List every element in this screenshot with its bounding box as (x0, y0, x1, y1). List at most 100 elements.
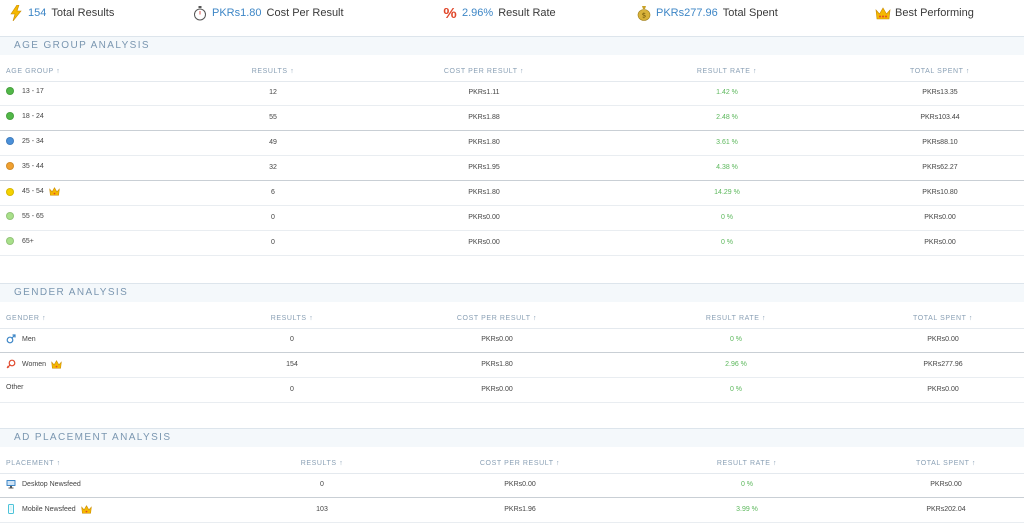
stat-total-spent: $ PKRs277.96 Total Spent (636, 0, 778, 26)
age-col-cost[interactable]: COST PER RESULT ↑ (443, 68, 525, 75)
gender-col-rate[interactable]: RESULT RATE ↑ (705, 315, 767, 322)
gender-col-results[interactable]: RESULTS ↑ (270, 315, 314, 322)
placement-row-label-cell: Mobile Newsfeed (6, 504, 92, 514)
gender-cell-rate: 0 % (729, 336, 743, 343)
age-cell-spent: PKRs0.00 (924, 239, 956, 246)
placement-table-header: PLACEMENT ↑ RESULTS ↑ COST PER RESULT ↑ … (0, 452, 1024, 474)
age-cell-results: 55 (269, 114, 277, 121)
placement-cell-spent: PKRs0.00 (930, 481, 962, 488)
gender-cell-cost: PKRs0.00 (481, 336, 513, 343)
gender-col-gender[interactable]: GENDER ↑ (6, 315, 47, 322)
gender-row-label: Men (22, 335, 36, 343)
table-row[interactable]: 18 - 24 55 PKRs1.88 2.48 % PKRs103.44 (0, 106, 1024, 131)
age-cell-spent: PKRs103.44 (920, 114, 960, 121)
age-section-title: AGE GROUP ANALYSIS (14, 40, 150, 51)
placement-col-cost[interactable]: COST PER RESULT ↑ (479, 460, 561, 467)
age-col-group[interactable]: AGE GROUP ↑ (6, 68, 61, 75)
age-cell-cost: PKRs0.00 (468, 214, 500, 221)
table-row[interactable]: 65+ 0 PKRs0.00 0 % PKRs0.00 (0, 231, 1024, 256)
age-row-label: 45 - 54 (22, 188, 44, 195)
age-cell-spent: PKRs0.00 (924, 214, 956, 221)
gender-section-header: GENDER ANALYSIS (0, 283, 1024, 302)
age-cell-results: 32 (269, 164, 277, 171)
age-row-label: 35 - 44 (22, 162, 44, 170)
table-row[interactable]: Men 0 PKRs0.00 0 % PKRs0.00 (0, 328, 1024, 353)
placement-col-spent[interactable]: TOTAL SPENT ↑ (915, 460, 977, 467)
crown-icon (81, 504, 92, 514)
gender-cell-results: 0 (290, 336, 294, 343)
age-col-spent[interactable]: TOTAL SPENT ↑ (909, 68, 971, 75)
age-row-label: 55 - 65 (22, 212, 44, 220)
crown-icon (51, 359, 62, 369)
age-cell-spent: PKRs13.35 (922, 89, 958, 96)
age-cell-rate: 0 % (720, 239, 734, 246)
age-cell-results: 6 (271, 189, 275, 196)
cost-per-result-value: PKRs1.80 (212, 7, 262, 19)
age-cell-results: 0 (271, 214, 275, 221)
age-row-label: 18 - 24 (22, 112, 44, 120)
table-row[interactable]: Other 0 PKRs0.00 0 % PKRs0.00 (0, 378, 1024, 403)
age-color-dot (6, 237, 14, 245)
best-performing-label: Best Performing (895, 7, 974, 19)
female-symbol-icon (6, 359, 16, 369)
age-row-label-cell: 25 - 34 (6, 137, 44, 145)
age-color-dot (6, 112, 14, 120)
age-table-header: AGE GROUP ↑ RESULTS ↑ COST PER RESULT ↑ … (0, 60, 1024, 82)
placement-row-label: Desktop Newsfeed (22, 480, 81, 488)
money-bag-icon: $ (636, 5, 652, 21)
age-cell-rate: 4.38 % (716, 164, 738, 171)
placement-col-rate[interactable]: RESULT RATE ↑ (716, 460, 778, 467)
table-row[interactable]: 35 - 44 32 PKRs1.95 4.38 % PKRs62.27 (0, 156, 1024, 181)
table-row[interactable]: Desktop Newsfeed 0 PKRs0.00 0 % PKRs0.00 (0, 473, 1024, 498)
crown-icon (49, 187, 60, 196)
age-cell-rate: 0 % (720, 214, 734, 221)
gender-row-label-cell: Women (6, 359, 62, 369)
stopwatch-icon (192, 5, 208, 21)
gender-cell-rate: 2.96 % (725, 361, 747, 368)
table-row[interactable]: 55 - 65 0 PKRs0.00 0 % PKRs0.00 (0, 206, 1024, 231)
stat-result-rate: % 2.96% Result Rate (442, 0, 555, 26)
gender-cell-spent: PKRs0.00 (927, 386, 959, 393)
placement-cell-rate: 0 % (740, 481, 754, 488)
gender-col-spent[interactable]: TOTAL SPENT ↑ (912, 315, 974, 322)
age-col-results[interactable]: RESULTS ↑ (251, 68, 295, 75)
table-row[interactable]: 13 - 17 12 PKRs1.11 1.42 % PKRs13.35 (0, 81, 1024, 106)
age-cell-rate: 14.29 % (714, 189, 740, 196)
placement-col-results[interactable]: RESULTS ↑ (300, 460, 344, 467)
gender-col-cost[interactable]: COST PER RESULT ↑ (456, 315, 538, 322)
placement-row-label: Mobile Newsfeed (22, 505, 76, 513)
age-cell-cost: PKRs0.00 (468, 239, 500, 246)
placement-col-placement[interactable]: PLACEMENT ↑ (6, 460, 61, 467)
gender-cell-results: 0 (290, 386, 294, 393)
placement-cell-rate: 3.99 % (736, 506, 758, 513)
table-row[interactable]: Women 154 PKRs1.80 2.96 % PKRs277.96 (0, 353, 1024, 378)
age-color-dot (6, 137, 14, 145)
placement-cell-cost: PKRs1.96 (504, 506, 536, 513)
gender-cell-spent: PKRs277.96 (923, 361, 963, 368)
age-color-dot (6, 187, 14, 196)
age-row-label: 25 - 34 (22, 137, 44, 145)
age-row-label-cell: 13 - 17 (6, 87, 44, 95)
table-row[interactable]: 25 - 34 49 PKRs1.80 3.61 % PKRs88.10 (0, 131, 1024, 156)
age-cell-cost: PKRs1.11 (468, 89, 500, 96)
placement-row-label-cell: Desktop Newsfeed (6, 479, 81, 489)
desktop-icon (6, 479, 16, 489)
mobile-phone-icon (6, 504, 16, 514)
gender-cell-cost: PKRs0.00 (481, 386, 513, 393)
table-row[interactable]: Mobile Newsfeed 103 PKRs1.96 3.99 % PKRs202.… (0, 498, 1024, 523)
gender-cell-results: 154 (286, 361, 298, 368)
age-cell-spent: PKRs62.27 (922, 164, 958, 171)
gender-row-label: Other (6, 384, 24, 391)
crown-icon (875, 5, 891, 21)
age-cell-rate: 2.48 % (716, 114, 738, 121)
age-col-rate[interactable]: RESULT RATE ↑ (696, 68, 758, 75)
table-row[interactable]: 45 - 54 6 PKRs1.80 14.29 % PKRs10.80 (0, 181, 1024, 206)
gender-cell-spent: PKRs0.00 (927, 336, 959, 343)
male-symbol-icon (6, 334, 16, 344)
placement-section-header: AD PLACEMENT ANALYSIS (0, 428, 1024, 447)
gender-cell-cost: PKRs1.80 (481, 361, 513, 368)
gender-section-title: GENDER ANALYSIS (14, 287, 129, 298)
result-rate-value: 2.96% (462, 7, 494, 19)
age-cell-spent: PKRs88.10 (922, 139, 958, 146)
age-cell-rate: 1.42 % (716, 89, 738, 96)
